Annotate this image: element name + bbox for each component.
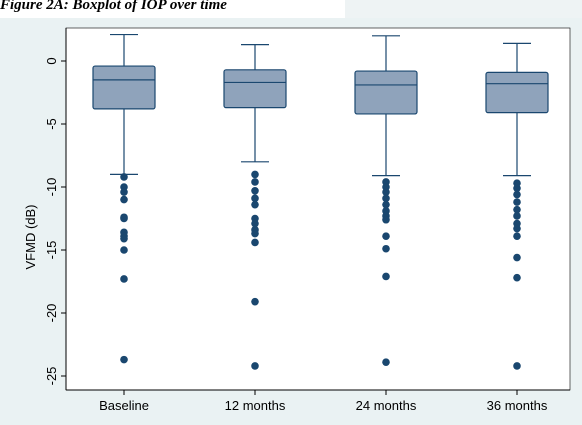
outlier-point — [251, 362, 259, 370]
outlier-point — [382, 188, 390, 196]
outlier-point — [120, 246, 128, 254]
y-tick-label: -10 — [44, 178, 59, 197]
outlier-point — [513, 205, 521, 214]
outlier-point — [120, 275, 128, 283]
outlier-point — [120, 173, 128, 181]
iqr-box — [354, 70, 418, 115]
outlier-point — [251, 219, 259, 228]
outlier-point — [382, 272, 390, 281]
y-tick-label: -20 — [44, 304, 59, 323]
outlier-point — [120, 355, 128, 364]
outlier-point — [251, 200, 259, 209]
outlier-point — [120, 195, 128, 204]
outlier-point — [251, 297, 259, 306]
outlier-point — [382, 232, 390, 240]
outlier-point — [382, 244, 390, 253]
y-tick-label: -25 — [44, 367, 59, 386]
iqr-box — [485, 71, 549, 114]
outlier-point — [120, 188, 128, 196]
y-axis-label: VFMD (dB) — [23, 205, 38, 270]
outlier-point — [513, 232, 521, 240]
outlier-point — [251, 194, 259, 203]
outlier-point — [382, 358, 390, 366]
outlier-point — [382, 215, 390, 224]
outlier-point — [513, 190, 521, 199]
y-tick-label: 0 — [44, 57, 59, 64]
outlier-point — [382, 200, 390, 209]
outlier-point — [120, 234, 128, 243]
outlier-point — [513, 198, 521, 206]
outlier-point — [251, 186, 259, 195]
x-tick-label: 24 months — [356, 398, 417, 413]
outlier-point — [251, 178, 259, 186]
box-4 — [485, 42, 549, 370]
outlier-point — [513, 362, 521, 370]
outlier-point — [513, 212, 521, 220]
y-tick-label: -5 — [44, 118, 59, 130]
x-axis-ticks: Baseline 12 months 24 months 36 months — [99, 390, 548, 413]
outlier-point — [120, 214, 128, 223]
x-tick-label: 36 months — [487, 398, 548, 413]
outlier-point — [513, 273, 521, 282]
outlier-point — [382, 194, 390, 203]
outlier-point — [251, 229, 259, 238]
y-axis-ticks: 0 -5 -10 -15 -20 -25 — [44, 57, 66, 385]
outlier-point — [513, 224, 521, 233]
iqr-box — [223, 69, 287, 109]
outlier-point — [513, 253, 521, 262]
outlier-point — [251, 238, 259, 247]
x-tick-label: 12 months — [225, 398, 286, 413]
box-1 — [92, 33, 156, 364]
box-series — [92, 33, 549, 370]
figure-caption: Figure 2A: Boxplot of IOP over time — [0, 0, 227, 13]
iqr-box — [92, 65, 156, 110]
box-3 — [354, 35, 418, 366]
outlier-point — [251, 170, 259, 179]
x-tick-label: Baseline — [99, 398, 149, 413]
outlier-point — [513, 184, 521, 193]
header-tab — [345, 0, 582, 18]
y-tick-label: -15 — [44, 241, 59, 260]
box-2 — [223, 44, 287, 370]
